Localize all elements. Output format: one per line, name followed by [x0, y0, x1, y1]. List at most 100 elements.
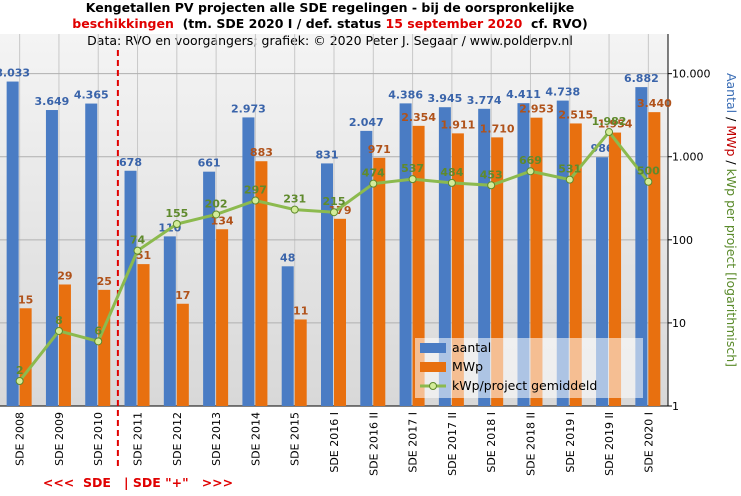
x-tick-label: SDE 2016 II: [367, 412, 380, 476]
y-label-part: /: [724, 156, 739, 168]
y-tick-label: 10: [672, 317, 686, 330]
point: [172, 220, 181, 229]
point: [644, 177, 653, 186]
bar: [569, 123, 582, 407]
bar: [163, 236, 176, 406]
value-label: 2.953: [519, 103, 554, 116]
point: [408, 175, 417, 184]
value-label: 2.354: [401, 111, 436, 124]
source-note: Data: RVO en voorgangers; grafiek: © 202…: [87, 33, 573, 48]
value-label: 8: [55, 314, 63, 327]
x-tick-label: SDE 2020 I: [642, 412, 655, 473]
value-label: 2.047: [349, 116, 384, 129]
y-tick-label: 100: [672, 234, 693, 247]
value-label: 474: [362, 167, 385, 180]
legend-box: [415, 338, 643, 398]
value-label: 231: [283, 193, 306, 206]
point: [94, 337, 103, 346]
subtitle-part: 15 september 2020: [386, 16, 523, 31]
bar: [399, 103, 412, 406]
bar: [242, 117, 255, 406]
value-label: 155: [165, 207, 188, 220]
value-label: 1.710: [480, 122, 515, 135]
x-tick-label: SDE 2011: [132, 412, 145, 466]
subtitle-part: beschikkingen: [72, 16, 174, 31]
value-label: 297: [244, 184, 267, 197]
bar: [203, 171, 216, 406]
legend: aantal MWp kWp/project gemiddeld: [415, 338, 643, 398]
chart-title: Kengetallen PV projecten alle SDE regeli…: [86, 0, 574, 15]
point: [369, 179, 378, 188]
x-tick-label: SDE 2017 I: [407, 412, 420, 473]
value-label: 4.365: [74, 89, 109, 102]
value-label: 202: [205, 197, 228, 210]
value-label: 1.982: [592, 115, 627, 128]
y-label-part: /: [724, 113, 739, 125]
bar: [6, 81, 19, 406]
value-label: 2.515: [558, 108, 593, 121]
bar: [85, 103, 98, 406]
value-label: 4.411: [506, 88, 541, 101]
bar: [478, 108, 491, 406]
legend-label: aantal: [452, 340, 491, 355]
y-tick-label: 10.000: [672, 68, 711, 81]
value-label: 661: [198, 157, 221, 170]
point: [526, 167, 535, 176]
bar: [373, 157, 386, 406]
bar: [216, 229, 229, 406]
x-tick-label: SDE 2019 I: [564, 412, 577, 473]
legend-swatch: [429, 382, 437, 390]
x-tick-label: SDE 2017 II: [446, 412, 459, 476]
x-tick-label: SDE 2014: [249, 412, 262, 466]
value-label: 48: [280, 251, 295, 264]
value-label: 669: [519, 154, 542, 167]
value-label: 215: [323, 195, 346, 208]
y-label-part: MWp: [724, 125, 739, 156]
value-label: 4.738: [545, 86, 580, 99]
bar: [137, 264, 150, 406]
value-label: 17: [175, 289, 190, 302]
bar: [517, 103, 530, 406]
bar: [321, 163, 333, 406]
x-tick-label: SDE 2015: [289, 412, 302, 466]
y-axis-label: Aantal / MWp / kWp per project [logarith…: [724, 73, 739, 367]
value-label: 2: [16, 364, 24, 377]
legend-label: MWp: [452, 359, 483, 374]
bar: [648, 112, 661, 407]
y-tick-label: 1: [672, 400, 679, 413]
value-label: 8.033: [0, 67, 30, 80]
value-label: 3.945: [427, 92, 462, 105]
value-label: 453: [480, 168, 503, 181]
value-label: 537: [401, 162, 424, 175]
value-label: 971: [368, 143, 391, 156]
y-label-part: Aantal: [724, 73, 739, 113]
bar: [45, 110, 58, 407]
value-label: 500: [637, 165, 660, 178]
bar: [176, 303, 189, 406]
point: [565, 175, 574, 184]
value-label: 3.440: [637, 97, 672, 110]
bar: [124, 170, 137, 406]
value-label: 25: [97, 275, 112, 288]
bar: [98, 289, 111, 406]
x-tick-label: SDE 2016 I: [328, 412, 341, 473]
bar: [360, 130, 373, 406]
point: [133, 246, 142, 255]
bar: [281, 266, 294, 406]
x-tick-label: SDE 2012: [171, 412, 184, 466]
subtitle-part: cf. RVO): [522, 16, 587, 31]
value-label: 3.649: [35, 95, 70, 108]
chart-subtitle: beschikkingen (tm. SDE 2020 I / def. sta…: [72, 16, 587, 31]
x-tick-label: SDE 2018 I: [485, 412, 498, 473]
value-label: 2.973: [231, 102, 266, 115]
value-label: 1.911: [440, 118, 475, 131]
legend-swatch: [420, 343, 446, 353]
bar: [609, 132, 622, 406]
x-tick-label: SDE 2009: [53, 412, 66, 466]
value-label: 4.386: [388, 88, 423, 101]
value-label: 678: [119, 156, 142, 169]
point: [330, 208, 338, 217]
value-label: 29: [57, 269, 72, 282]
bar: [19, 308, 32, 406]
x-tick-label: SDE 2010: [92, 412, 105, 466]
